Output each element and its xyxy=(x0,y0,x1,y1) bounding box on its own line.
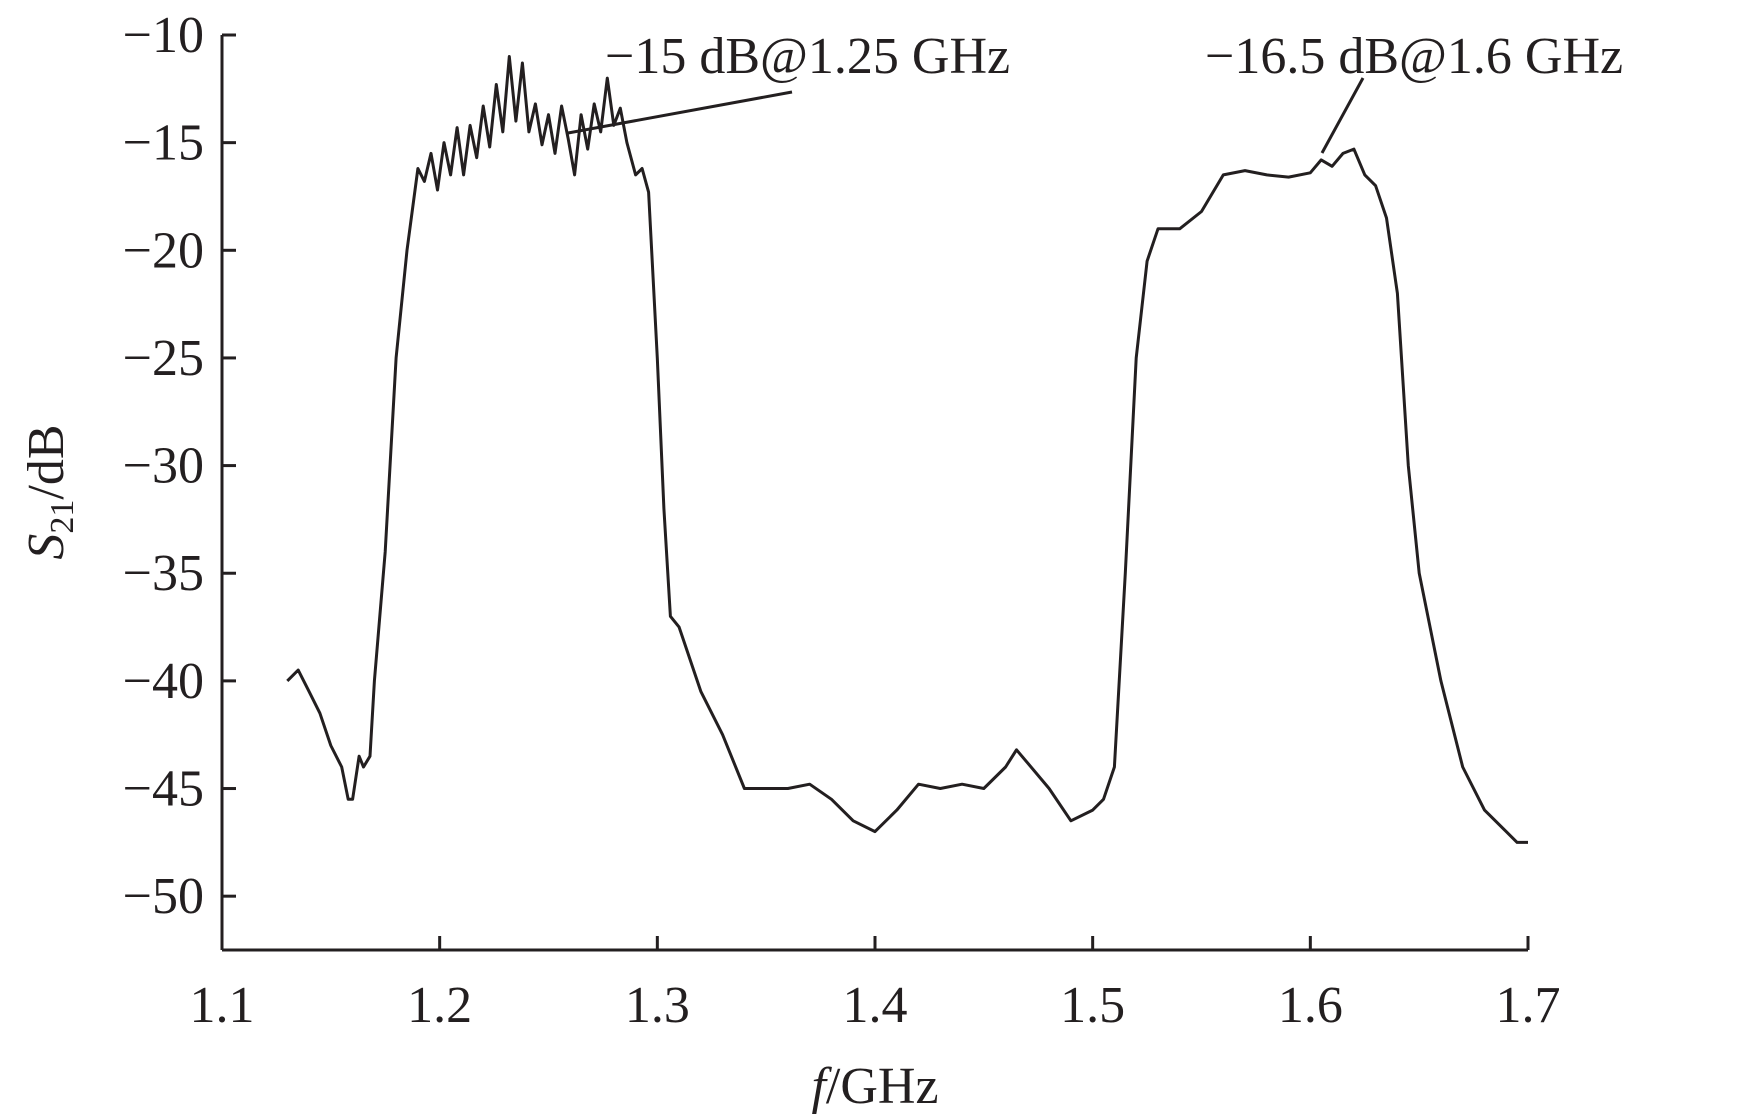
y-tick-label: −40 xyxy=(123,653,204,710)
y-axis-title: S21/dB xyxy=(18,424,81,559)
x-tick-label: 1.4 xyxy=(843,977,908,1034)
annotation-1: −15 dB@1.25 GHz xyxy=(605,28,1010,85)
y-tick-label: −20 xyxy=(123,222,204,279)
y-tick-label: −35 xyxy=(123,545,204,602)
y-tick-label: −45 xyxy=(123,761,204,818)
x-tick-label: 1.2 xyxy=(407,977,472,1034)
x-axis-title: f/GHz xyxy=(811,1058,938,1115)
x-tick-label: 1.3 xyxy=(625,977,690,1034)
s21-trace-line xyxy=(286,55,1528,844)
x-tick-label: 1.1 xyxy=(190,977,255,1034)
y-ticks: −10 −15 −20 −25 −30 −35 −40 −45 −50 xyxy=(123,7,236,925)
y-tick-label: −15 xyxy=(123,115,204,172)
annotation-2: −16.5 dB@1.6 GHz xyxy=(1205,28,1623,85)
x-tick-label: 1.5 xyxy=(1060,977,1125,1034)
y-tick-label: −50 xyxy=(123,868,204,925)
x-tick-label: 1.6 xyxy=(1278,977,1343,1034)
y-tick-label: −25 xyxy=(123,330,204,387)
y-tick-label: −10 xyxy=(123,7,204,64)
annotation-leader-1 xyxy=(567,90,793,135)
x-tick-label: 1.7 xyxy=(1496,977,1561,1034)
annotation-leader-2 xyxy=(1320,77,1365,154)
x-ticks: 1.1 1.2 1.3 1.4 1.5 1.6 1.7 xyxy=(190,936,1561,1034)
y-tick-label: −30 xyxy=(123,438,204,495)
